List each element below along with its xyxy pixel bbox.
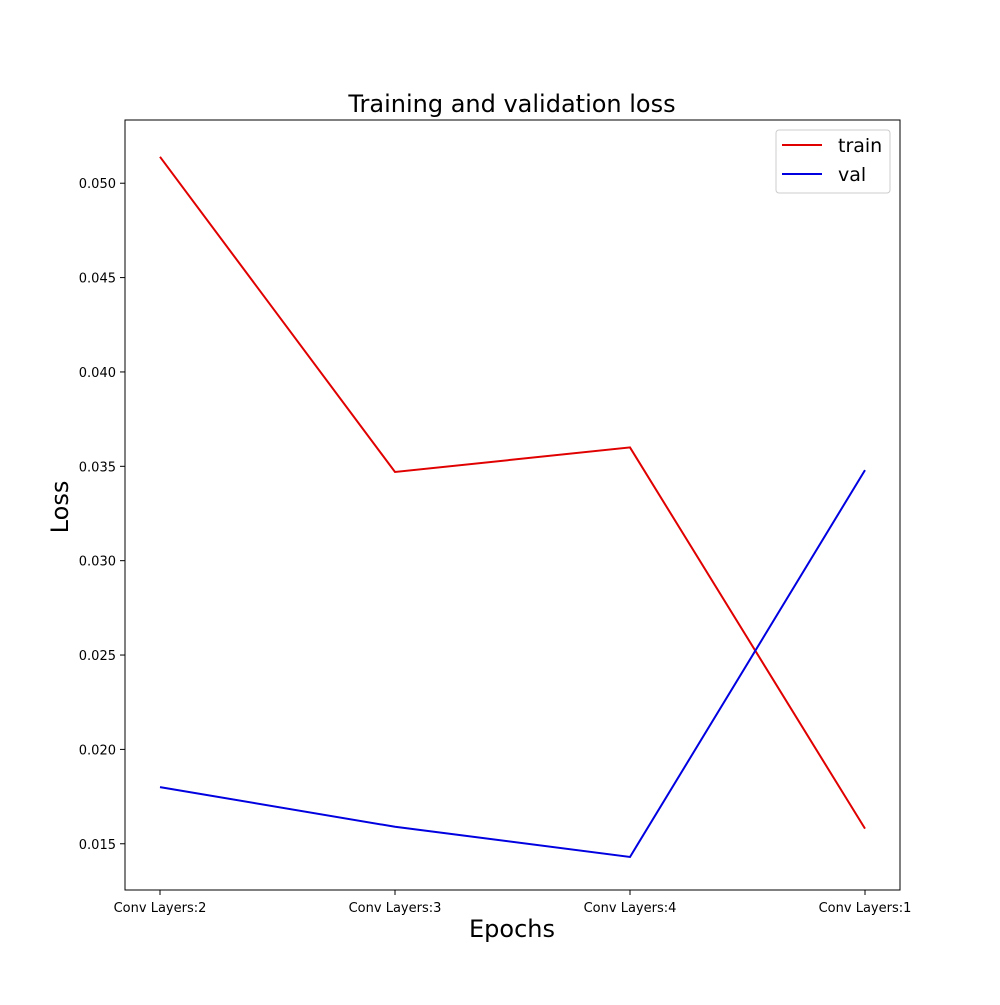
legend: train val [775,129,891,194]
y-tick-label: 0.015 [79,838,116,853]
y-tick-label: 0.025 [79,649,116,664]
plot-area: 0.015 0.020 0.025 0.030 0.035 0.040 0.045 0.050… [79,156,912,916]
y-tick-label: 0.035 [79,460,116,475]
x-tick-label: Conv Layers:2 [114,901,207,916]
x-tick-label: Conv Layers:1 [819,901,912,916]
y-tick-label: 0.045 [79,272,116,287]
series-line-train [159,156,866,830]
x-axis-label: Epochs [469,915,555,943]
axes-frame [124,119,901,891]
y-axis-label: Loss [46,481,74,534]
legend-label-train: train [838,135,882,157]
chart-title: Training and validation loss [347,90,675,118]
x-tick-label: Conv Layers:4 [584,901,677,916]
x-tick-label: Conv Layers:3 [349,901,442,916]
legend-label-val: val [838,164,866,186]
y-tick-label: 0.050 [79,177,116,192]
y-tick-label: 0.030 [79,555,116,570]
y-tick-label: 0.020 [79,743,116,758]
y-tick-label: 0.040 [79,366,116,381]
series-line-val [159,469,866,859]
